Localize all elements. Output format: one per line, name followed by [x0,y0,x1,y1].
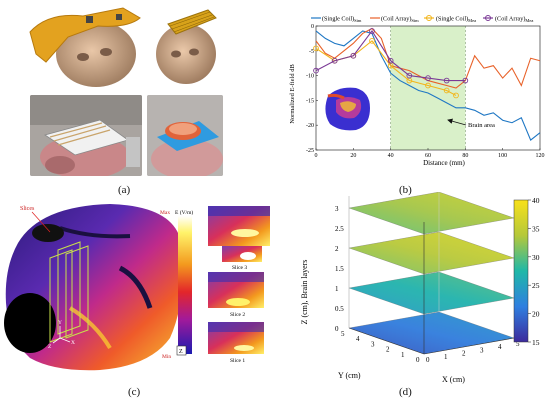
colorbar-max-label: Max [160,210,170,216]
x-tick-label: 60 [425,153,431,159]
brain-layer-2 [348,231,515,275]
data-point [369,38,375,44]
legend-label-single-sim: (Single Coil)Sim [322,16,362,24]
axis-x-glyph: X [71,340,75,346]
z-tick-label-d: 0.5 [335,305,344,313]
panel-label-a: (a) [118,184,131,196]
x-tick-label: 40 [388,153,394,159]
chart-legend: (Single Coil)Sim (Coil Array)Sim (Single… [311,15,533,24]
slice-1-label: Slice 1 [230,358,245,364]
y-tick-label: -15 [306,98,314,104]
pig-head-coil-array-photo [30,95,142,176]
slice-2-label: Slice 2 [230,312,245,318]
y-tick-label: 0 [311,24,314,30]
panel-label-c: (c) [128,386,141,398]
brain-layer-1 [348,271,515,315]
head-efield-slices-figure: Y X Z Slices Max E (V/m) Min Z Slice 3 S… [4,204,270,371]
data-point [331,57,338,64]
z-tick-label-d: 0 [335,325,339,333]
x-tick-label: 0 [315,153,318,159]
colorbar-tick-label-d: 15 [532,338,540,347]
colorbar-tick-label-d: 20 [532,310,540,319]
x-tick-label-d: 0 [426,356,430,364]
y-axis-label-d: Y (cm) [338,371,361,380]
y-axis-label: Normalized E-field dB [289,64,296,124]
colorbar-tick-label-d: 25 [532,281,540,290]
legend-swatch-single-mea [426,15,432,21]
colorbar-d [513,199,529,343]
x-tick-label: 120 [536,153,545,159]
data-point [350,52,357,59]
y-tick-label-d: 5 [341,330,345,338]
panel-label-b: (b) [399,184,412,196]
colorbar-tick-label-d: 40 [532,196,540,205]
colorbar-tick-label-d: 30 [532,253,540,262]
e-field-line-chart: (Single Coil)Sim (Coil Array)Sim (Single… [289,15,545,167]
data-point [369,28,375,34]
z-tick-label-d: 1.5 [335,265,344,273]
y-tick-label: -25 [306,148,314,154]
colorbar-title: E (V/m) [175,209,193,216]
data-point [425,75,431,81]
data-point [453,92,459,99]
data-point [462,77,469,84]
axis-y-glyph: Y [58,320,62,326]
brain-field-thumbnail [325,87,370,131]
slices-label: Slices [20,206,35,212]
legend-swatch-array-mea [485,15,491,21]
slice-3-image [208,206,270,262]
z-axis-label: Z (cm), Brain layers [300,260,309,325]
y-tick-label: -20 [306,123,314,129]
x-tick-label-d: 5 [516,340,520,348]
x-tick-label-d: 2 [462,350,466,358]
data-point [425,82,431,89]
pig-head-single-coil-photo [147,95,223,176]
data-point [443,77,450,84]
panel-label-d: (d) [399,386,412,398]
brain-layer-3 [348,192,515,235]
slice-2-image [208,272,264,308]
data-point [313,67,319,74]
axis-z-glyph: Z [48,344,52,350]
brain-area-annotation: Brain area [468,122,495,129]
x-tick-label: 80 [462,153,468,159]
z-tick-label-d: 1 [335,285,339,293]
x-tick-label-d: 4 [498,343,502,351]
data-point [406,72,413,79]
colorbar-min-label: Min [162,354,171,360]
efield-colorbar [178,216,192,354]
y-tick-label: -5 [309,49,314,55]
head-model-single-coil-image [156,9,217,84]
data-point [387,57,394,64]
legend-label-array-sim: (Coil Array)Sim [381,16,419,24]
slice-3-label: Slice 3 [232,265,247,271]
x-tick-label-d: 1 [444,353,448,361]
x-axis-label: Distance (mm) [423,159,465,167]
y-tick-label-d: 2 [386,346,390,354]
y-tick-label-d: 0 [416,356,420,364]
svg-text:Z: Z [179,349,183,355]
y-tick-label-d: 4 [356,335,360,343]
head-model-coil-array-image [29,7,141,87]
x-tick-label: 100 [498,153,507,159]
x-tick-label-d: 3 [480,346,484,354]
series-coil-array-mea [315,29,466,82]
y-tick-label: -10 [306,74,314,80]
x-tick-label: 20 [350,153,356,159]
data-point [313,45,319,52]
series-single-coil-sim [315,30,541,141]
z-tick-label-d: 2.5 [335,225,344,233]
slice-1-image [208,322,264,354]
data-point [443,87,450,94]
x-axis-label-d: X (cm) [442,375,465,384]
z-tick-label-d: 3 [335,205,339,213]
y-tick-label-d: 1 [401,351,405,359]
legend-label-array-mea: (Coil Array)Mea [495,16,533,24]
legend-label-single-mea: (Single Coil)Mea [436,16,476,24]
y-tick-label-d: 3 [371,340,375,348]
z-tick-label-d: 2 [335,245,339,253]
colorbar-tick-label-d: 35 [532,224,540,233]
